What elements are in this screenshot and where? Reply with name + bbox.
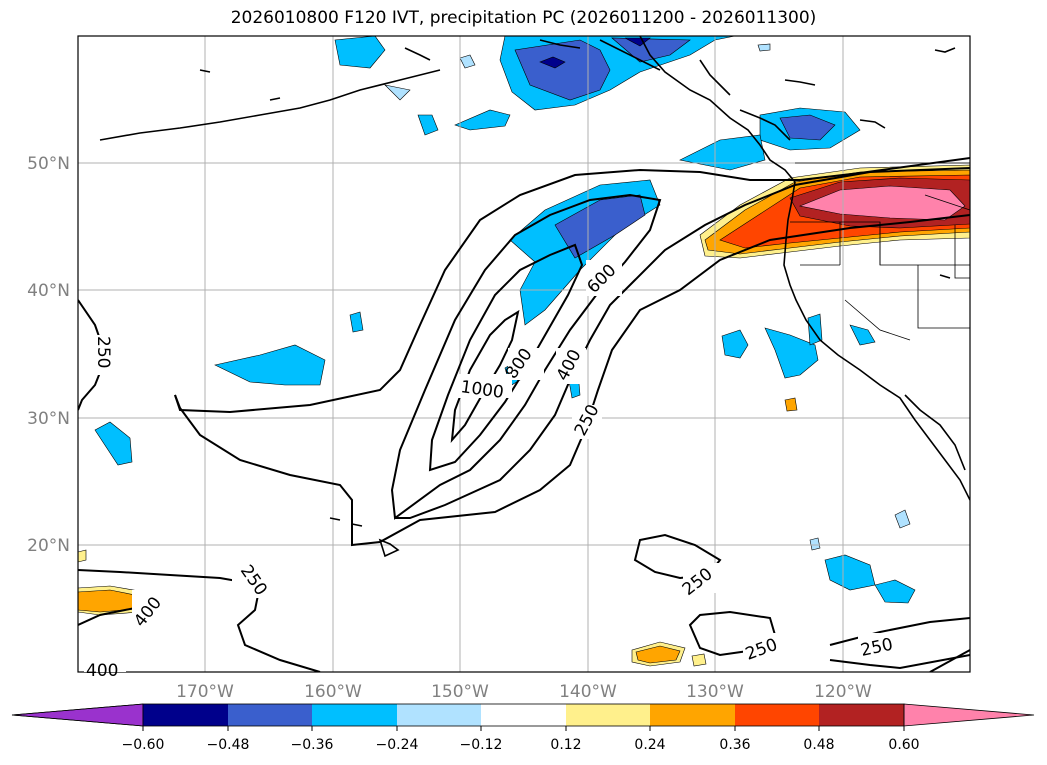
ivt-contours <box>78 157 970 672</box>
colorbar-segment <box>11 703 144 727</box>
contour-label: 250 <box>93 336 113 368</box>
contour-label-group: 250 250 250 250 250 250 400 400 400 600 … <box>84 260 900 681</box>
lat-label: 50°N <box>27 154 70 174</box>
contour-label: 400 <box>86 661 118 681</box>
colorbar: −0.60 −0.48 −0.36 −0.24 −0.12 0.12 0.24 … <box>11 703 1035 753</box>
lon-label: 150°W <box>431 682 489 702</box>
ivt-contours-inner <box>390 167 970 520</box>
colorbar-segment <box>397 704 481 726</box>
colorbar-label: 0.60 <box>888 737 919 753</box>
lat-label: 20°N <box>27 536 70 556</box>
colorbar-segment <box>819 704 904 726</box>
colorbar-segment <box>650 704 735 726</box>
lon-label: 130°W <box>686 682 744 702</box>
lon-label: 160°W <box>304 682 362 702</box>
colorbar-label: −0.48 <box>207 737 250 753</box>
latitude-labels: 50°N 40°N 30°N 20°N <box>27 154 70 556</box>
colorbar-label: −0.36 <box>291 737 334 753</box>
map-frame <box>77 35 971 673</box>
colorbar-segment <box>903 703 1035 727</box>
colorbar-label: 0.12 <box>550 737 581 753</box>
precip-positive-areas <box>78 164 970 667</box>
lon-label: 120°W <box>814 682 872 702</box>
colorbar-label: −0.12 <box>460 737 503 753</box>
country-borders <box>790 162 970 341</box>
lon-label: 170°W <box>176 682 234 702</box>
colorbar-segment <box>312 704 397 726</box>
map-title: 2026010800 F120 IVT, precipitation PC (2… <box>230 8 817 28</box>
precip-negative-areas <box>94 36 916 604</box>
colorbar-segment <box>735 704 819 726</box>
lat-label: 30°N <box>27 409 70 429</box>
lat-label: 40°N <box>27 281 70 301</box>
colorbar-segment <box>481 704 566 726</box>
colorbar-label: 0.24 <box>634 737 665 753</box>
colorbar-label: −0.24 <box>376 737 419 753</box>
lon-label: 140°W <box>559 682 617 702</box>
colorbar-label: −0.60 <box>122 737 165 753</box>
colorbar-label: 0.36 <box>719 737 750 753</box>
colorbar-segment <box>566 704 650 726</box>
colorbar-segment <box>228 704 312 726</box>
colorbar-segment <box>143 704 228 726</box>
longitude-labels: 170°W 160°W 150°W 140°W 130°W 120°W <box>176 682 872 702</box>
coastlines <box>99 36 970 558</box>
colorbar-label: 0.48 <box>803 737 834 753</box>
